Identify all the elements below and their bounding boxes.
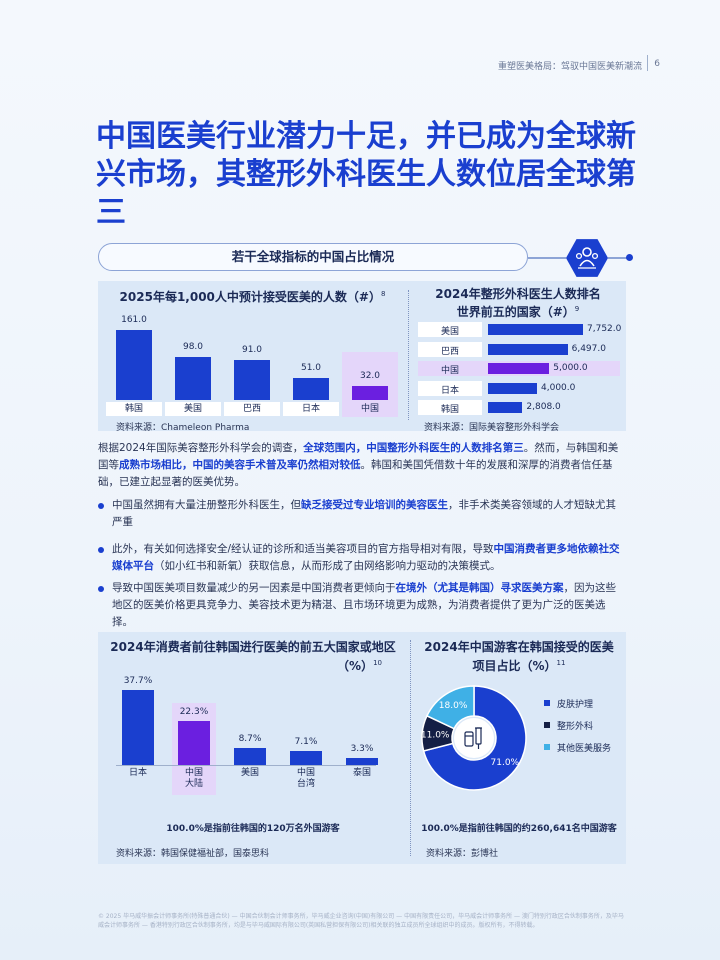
people-icon [566,239,608,277]
chart2-category-1: 巴西 [440,346,459,357]
footer-copyright: © 2025 毕马威华振会计师事务所(特殊普通合伙) — 中国合伙制会计师事务所… [98,913,624,929]
chart2-category-3: 日本 [440,385,459,396]
chart4-legend-label-1: 整形外科 [557,722,594,732]
chart1-bar-4 [352,386,388,400]
chart3-title: 2024年消费者前往韩国进行医美的前五大国家或地区 （%）10 [110,640,396,673]
chart1-category-1: 美国 [165,402,221,416]
chart2-category-4: 韩国 [440,405,459,416]
chart3-bar-3 [290,750,322,765]
chart4-legend-swatch-2 [544,744,550,750]
chart4-legend-swatch-0 [544,700,550,706]
chart1-category-2: 巴西 [224,402,280,416]
chart3-value-label-4: 3.3% [350,744,374,755]
chart2-value-label-4: 2,808.0 [526,402,561,413]
chart2-value-label-3: 4,000.0 [541,382,576,393]
chart4-slice-label-1: 11.0% [421,730,450,740]
chart3-source: 资料来源：韩国保健福祉部，国泰思科 [116,849,270,859]
chart4-donut-chart: 71.0% 11.0% 18.0% [421,685,527,791]
bullet-marker-2 [98,547,104,553]
chart3-category-2: 美国 [240,768,259,778]
chart3-value-label-3: 7.1% [294,736,318,747]
chart3-category-3: 中国 台湾 [296,768,315,789]
chart2-bar-1 [488,343,568,355]
chart3-category-1: 中国 大陆 [184,768,203,789]
chart1-value-label-1: 98.0 [182,342,204,353]
chart1-value-label-3: 51.0 [300,362,322,373]
chart3-value-label-2: 8.7% [238,733,262,744]
chart4-legend-label-2: 其他医美服务 [557,744,612,754]
chart1-bar-3 [293,377,329,400]
chart1-title: 2025年每1,000人中预计接受医美的人数（#）8 [119,290,386,304]
chart4-slice-2 [425,685,475,730]
bullet-text-2: 此外，有关如何选择安全/经认证的诊所和适当美容项目的官方指导相对有限，导致中国消… [112,543,620,572]
bullet-marker-1 [98,503,104,509]
chart3-value-label-0: 37.7% [123,676,153,686]
chart2-bar-3 [488,382,538,394]
bullet-text-3: 导致中国医美项目数量减少的另一因素是中国消费者更倾向于在境外（尤其是韩国）寻求医… [112,582,616,628]
chart2-row-bg-1 [418,341,482,357]
section-pill: 若干全球指标的中国占比情况 [98,243,528,271]
chart2-value-label-1: 6,497.0 [571,343,606,354]
chart4-legend-label-0: 皮肤护理 [557,700,594,710]
panel-divider-bottom [410,640,411,856]
chart3-note: 100.0%是指前往韩国的120万名外国游客 [166,824,340,834]
chart2-source: 资料来源：国际美容整形外科学会 [424,423,560,433]
bullet-text-1: 中国虽然拥有大量注册整形外科医生，但缺乏接受过专业培训的美容医生，非手术类美容领… [112,499,616,528]
chart1-bar-2 [234,360,270,400]
chart1-bar-0 [116,330,152,400]
chart4-source: 资料来源：彭博社 [426,849,499,859]
chart2-bar-4 [488,402,523,414]
header-breadcrumb: 重塑医美格局：驾驭中国医美新潮流 [497,62,642,72]
pill-connector-right [608,257,630,259]
chart3-axis [116,765,376,766]
chart1-category-4: 中国 [342,402,398,416]
chart4-slice-label-0: 71.0% [491,758,520,768]
chart1-source: 资料来源：Chameleon Pharma [116,423,250,433]
chart3-bar-1 [178,720,210,765]
intro-paragraph: 根据2024年国际美容整形外科学会的调查，全球范围内，中国整形外科医生的人数排名… [98,442,619,488]
pill-dot [626,254,633,261]
chart4-slice-0 [422,685,527,791]
chart2-row-bg-4 [418,400,482,416]
chart3-category-0: 日本 [128,768,147,778]
chart3-value-label-1: 22.3% [179,706,209,717]
chart4-note: 100.0%是指前往韩国的约260,641名中国游客 [421,824,617,834]
chart3-bar-4 [346,758,378,765]
chart3-bar-0 [122,690,154,765]
chart2-category-0: 美国 [440,327,459,337]
chart1-bar-1 [175,357,211,400]
chart4-legend-swatch-1 [544,722,550,728]
chart2-row-bg-0 [418,322,482,337]
vial-syringe-icon [454,718,494,758]
chart2-bar-0 [488,324,583,335]
chart1-value-label-0: 161.0 [121,315,147,325]
panel-divider [408,290,409,420]
header-divider [647,55,648,71]
chart1-value-label-4: 32.0 [359,371,381,382]
chart4-title: 2024年中国游客在韩国接受的医美 项目占比（%）11 [424,640,614,673]
chart2-row-bg-3 [418,380,482,396]
chart2-category-2: 中国 [440,366,459,377]
chart4-slice-label-2: 18.0% [439,701,468,711]
bullet-marker-3 [98,586,104,592]
chart2-value-label-2: 5,000.0 [553,363,588,374]
pill-connector [528,257,566,259]
page-number: 6 [654,59,660,69]
chart3-bar-2 [234,747,266,765]
vial-syringe-glyph [464,727,482,749]
chart2-value-label-0: 7,752.0 [587,324,622,334]
chart1-category-0: 韩国 [106,402,162,416]
chart2-bar-2 [488,363,550,375]
chart1-category-3: 日本 [283,402,339,416]
chart3-category-4: 泰国 [352,768,371,778]
chart2-title: 2024年整形外科医生人数排名 世界前五的国家（#）9 [435,287,601,319]
page-title: 中国医美行业潜力十足，并已成为全球新兴市场，其整形外科医生人数位居全球第三 [96,119,636,230]
chart1-value-label-2: 91.0 [241,345,263,356]
